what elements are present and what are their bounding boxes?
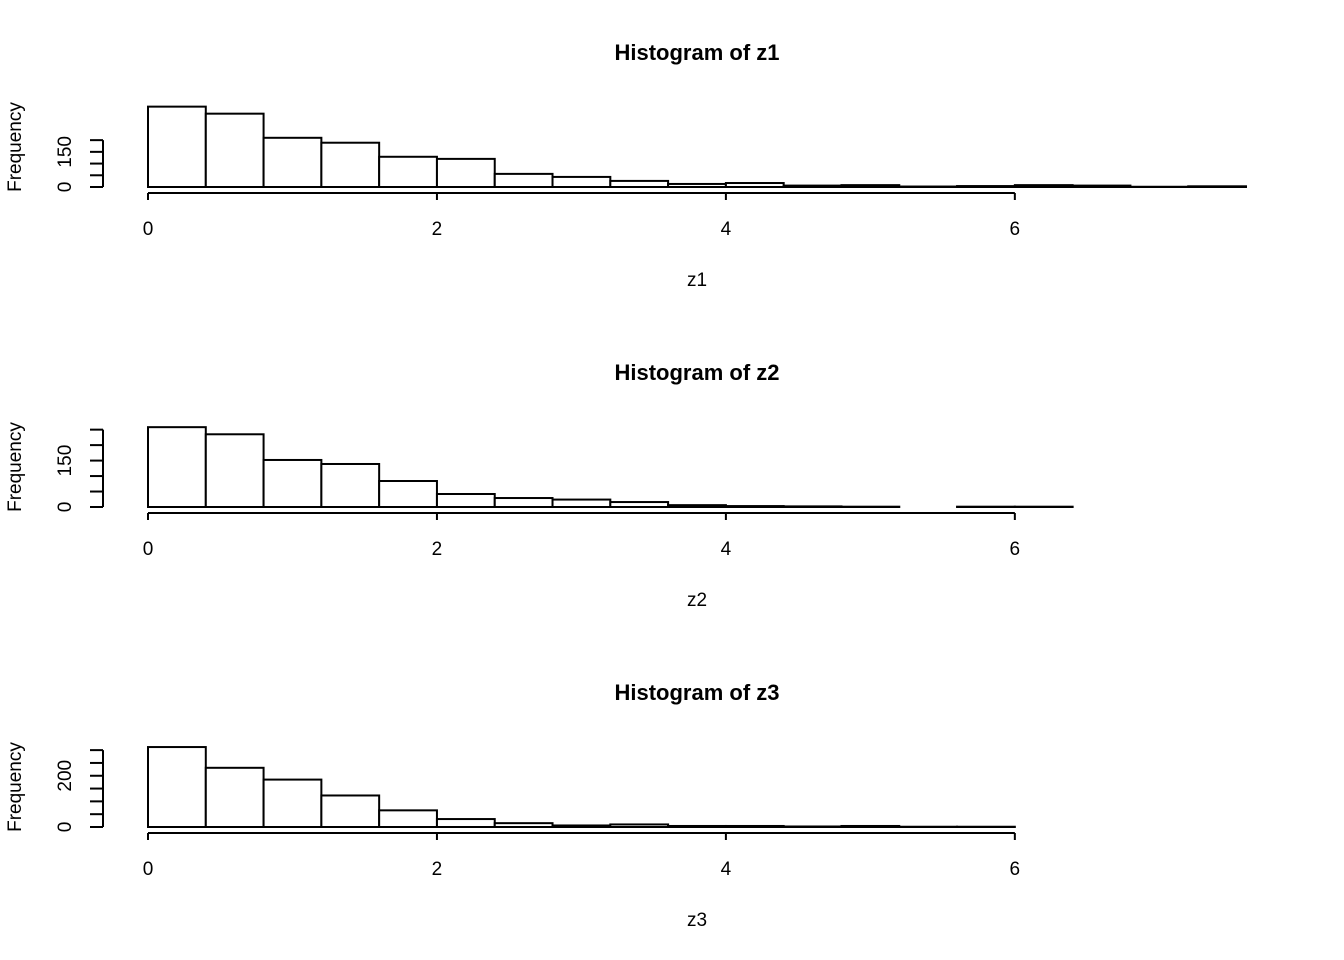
bar [320, 141, 381, 188]
bar [204, 112, 265, 188]
bar [435, 157, 496, 188]
bar [782, 184, 843, 188]
bar [493, 822, 554, 828]
y-tick-label: 150 [55, 136, 76, 168]
x-tick-label: 4 [721, 859, 732, 880]
x-axis-title: z1 [687, 270, 707, 291]
y-axis-title: Frequency [5, 422, 26, 512]
x-tick-label: 6 [1010, 859, 1021, 880]
bar [551, 824, 612, 829]
bar [667, 824, 727, 828]
bar [147, 426, 207, 509]
bar [782, 825, 843, 828]
chart-title: Histogram of z3 [614, 680, 779, 705]
chart-title: Histogram of z2 [614, 360, 779, 385]
bar [956, 185, 1016, 188]
x-tick-label: 6 [1010, 539, 1021, 560]
bar [147, 105, 207, 188]
x-tick-label: 4 [721, 539, 732, 560]
bar [378, 155, 438, 189]
bar [320, 462, 381, 508]
x-tick-label: 0 [143, 859, 154, 880]
bar [1013, 184, 1074, 189]
bar [724, 182, 785, 188]
x-tick-label: 2 [432, 859, 443, 880]
bar [320, 794, 381, 829]
chart-title: Histogram of z1 [614, 40, 779, 65]
x-tick-label: 2 [432, 539, 443, 560]
bar [667, 504, 727, 509]
bar [493, 497, 554, 509]
x-tick-label: 0 [143, 219, 154, 240]
bar [840, 824, 901, 828]
bar [378, 809, 438, 828]
bar [667, 182, 727, 188]
bar [1187, 185, 1248, 189]
x-tick-label: 6 [1010, 219, 1021, 240]
x-axis-title: z3 [687, 910, 707, 931]
x-tick-label: 2 [432, 219, 443, 240]
y-tick-label: 0 [55, 182, 76, 193]
bar [262, 458, 323, 508]
bar [435, 493, 496, 509]
bar [609, 823, 670, 828]
y-tick-label: 150 [55, 445, 76, 477]
y-axis-title: Frequency [5, 102, 26, 192]
bar [1071, 184, 1132, 188]
bar [204, 766, 265, 829]
bar [782, 505, 843, 509]
bar [147, 746, 207, 828]
bar [840, 184, 901, 189]
bar [435, 818, 496, 829]
x-tick-label: 4 [721, 219, 732, 240]
bar [609, 501, 670, 508]
x-tick-label: 0 [143, 539, 154, 560]
x-axis-title: z2 [687, 590, 707, 611]
bar [724, 505, 785, 508]
y-axis-title: Frequency [5, 742, 26, 832]
bar [551, 175, 612, 189]
bar [378, 480, 438, 508]
bar [609, 179, 670, 188]
bar [262, 778, 323, 828]
bar [724, 824, 785, 828]
y-tick-label: 0 [55, 502, 76, 513]
bar [551, 498, 612, 508]
y-tick-label: 0 [55, 822, 76, 833]
bar [262, 136, 323, 189]
bar [204, 433, 265, 508]
bar [493, 172, 554, 189]
y-tick-label: 200 [55, 760, 76, 792]
